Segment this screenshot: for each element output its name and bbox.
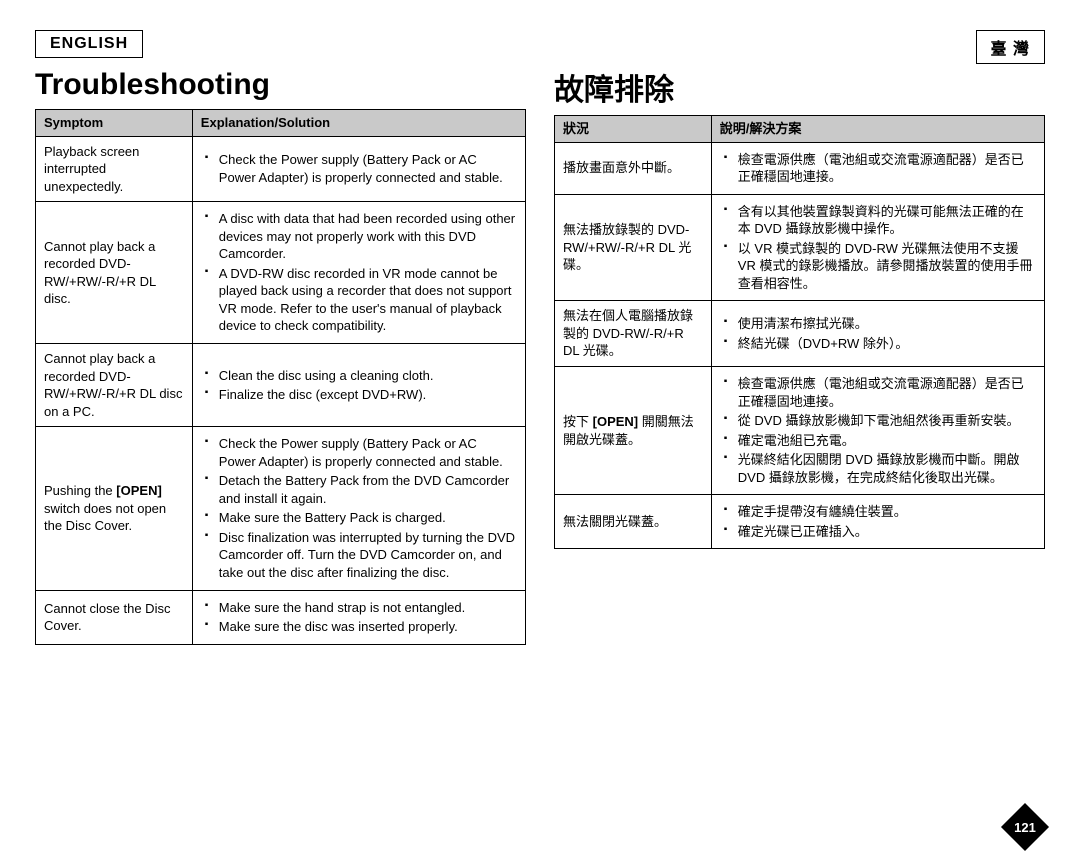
th-solution-tw: 說明/解決方案 [711, 116, 1044, 143]
symptom-cell: 播放畫面意外中斷。 [555, 142, 712, 194]
solution-item: Make sure the hand strap is not entangle… [201, 599, 517, 617]
solution-item: Check the Power supply (Battery Pack or … [201, 435, 517, 470]
section-title-en: Troubleshooting [35, 68, 526, 101]
troubleshooting-table-en: Symptom Explanation/Solution Playback sc… [35, 109, 526, 645]
solution-item: 檢查電源供應（電池組或交流電源適配器）是否已正確穩固地連接。 [720, 375, 1036, 410]
solution-item: 使用清潔布擦拭光碟。 [720, 315, 1036, 333]
table-row: 按下 [OPEN] 開關無法開啟光碟蓋。檢查電源供應（電池組或交流電源適配器）是… [555, 367, 1045, 495]
th-symptom-tw: 狀況 [555, 116, 712, 143]
symptom-cell: Cannot close the Disc Cover. [36, 590, 193, 644]
solution-cell: 確定手提帶沒有纏繞住裝置。確定光碟已正確插入。 [711, 495, 1044, 549]
lang-tab-tw: 臺 灣 [976, 30, 1045, 64]
solution-item: 以 VR 模式錄製的 DVD-RW 光碟無法使用不支援 VR 模式的錄影機播放。… [720, 240, 1036, 293]
solution-item: 確定手提帶沒有纏繞住裝置。 [720, 503, 1036, 521]
solution-item: Disc finalization was interrupted by tur… [201, 529, 517, 582]
th-symptom-en: Symptom [36, 110, 193, 137]
solution-item: A DVD-RW disc recorded in VR mode cannot… [201, 265, 517, 335]
page-number: 121 [1008, 810, 1042, 844]
right-column: 臺 灣 故障排除 狀況 說明/解決方案 播放畫面意外中斷。檢查電源供應（電池組或… [554, 30, 1045, 645]
symptom-cell: 無法在個人電腦播放錄製的 DVD-RW/-R/+R DL 光碟。 [555, 301, 712, 367]
symptom-cell: Pushing the [OPEN] switch does not open … [36, 427, 193, 590]
table-row: 無法播放錄製的 DVD-RW/+RW/-R/+R DL 光碟。含有以其他裝置錄製… [555, 194, 1045, 301]
solution-item: Finalize the disc (except DVD+RW). [201, 386, 517, 404]
solution-item: 從 DVD 攝錄放影機卸下電池組然後再重新安裝。 [720, 412, 1036, 430]
symptom-cell: Playback screen interrupted unexpectedly… [36, 136, 193, 202]
th-solution-en: Explanation/Solution [192, 110, 525, 137]
solution-cell: Make sure the hand strap is not entangle… [192, 590, 525, 644]
solution-item: 確定光碟已正確插入。 [720, 523, 1036, 541]
symptom-cell: 按下 [OPEN] 開關無法開啟光碟蓋。 [555, 367, 712, 495]
solution-item: 終結光碟（DVD+RW 除外）。 [720, 335, 1036, 353]
table-row: Cannot play back a recorded DVD-RW/+RW/-… [36, 344, 526, 427]
lang-tab-english: ENGLISH [35, 30, 143, 58]
symptom-cell: 無法播放錄製的 DVD-RW/+RW/-R/+R DL 光碟。 [555, 194, 712, 301]
table-row: Pushing the [OPEN] switch does not open … [36, 427, 526, 590]
table-row: Playback screen interrupted unexpectedly… [36, 136, 526, 202]
solution-cell: 使用清潔布擦拭光碟。終結光碟（DVD+RW 除外）。 [711, 301, 1044, 367]
section-title-tw: 故障排除 [554, 74, 1045, 107]
solution-cell: 檢查電源供應（電池組或交流電源適配器）是否已正確穩固地連接。 [711, 142, 1044, 194]
table-row: Cannot close the Disc Cover. Make sure th… [36, 590, 526, 644]
page-number-badge: 121 [1008, 810, 1042, 844]
solution-cell: 含有以其他裝置錄製資料的光碟可能無法正確的在本 DVD 攝錄放影機中操作。以 V… [711, 194, 1044, 301]
solution-cell: Check the Power supply (Battery Pack or … [192, 427, 525, 590]
solution-item: 檢查電源供應（電池組或交流電源適配器）是否已正確穩固地連接。 [720, 151, 1036, 186]
symptom-cell: Cannot play back a recorded DVD-RW/+RW/-… [36, 344, 193, 427]
solution-item: Detach the Battery Pack from the DVD Cam… [201, 472, 517, 507]
table-row: 無法在個人電腦播放錄製的 DVD-RW/-R/+R DL 光碟。使用清潔布擦拭光… [555, 301, 1045, 367]
solution-cell: 檢查電源供應（電池組或交流電源適配器）是否已正確穩固地連接。從 DVD 攝錄放影… [711, 367, 1044, 495]
solution-item: 光碟終結化因關閉 DVD 攝錄放影機而中斷。開啟 DVD 攝錄放影機，在完成終結… [720, 451, 1036, 486]
solution-item: 含有以其他裝置錄製資料的光碟可能無法正確的在本 DVD 攝錄放影機中操作。 [720, 203, 1036, 238]
symptom-cell: Cannot play back a recorded DVD-RW/+RW/-… [36, 202, 193, 344]
solution-cell: Check the Power supply (Battery Pack or … [192, 136, 525, 202]
solution-item: A disc with data that had been recorded … [201, 210, 517, 263]
left-column: ENGLISH Troubleshooting Symptom Explanat… [35, 30, 526, 645]
solution-item: Check the Power supply (Battery Pack or … [201, 151, 517, 186]
solution-item: 確定電池組已充電。 [720, 432, 1036, 450]
solution-item: Clean the disc using a cleaning cloth. [201, 367, 517, 385]
table-row: Cannot play back a recorded DVD-RW/+RW/-… [36, 202, 526, 344]
solution-cell: A disc with data that had been recorded … [192, 202, 525, 344]
table-row: 無法關閉光碟蓋。確定手提帶沒有纏繞住裝置。確定光碟已正確插入。 [555, 495, 1045, 549]
solution-item: Make sure the disc was inserted properly… [201, 618, 517, 636]
solution-cell: Clean the disc using a cleaning cloth.Fi… [192, 344, 525, 427]
symptom-cell: 無法關閉光碟蓋。 [555, 495, 712, 549]
solution-item: Make sure the Battery Pack is charged. [201, 509, 517, 527]
table-row: 播放畫面意外中斷。檢查電源供應（電池組或交流電源適配器）是否已正確穩固地連接。 [555, 142, 1045, 194]
troubleshooting-table-tw: 狀況 說明/解決方案 播放畫面意外中斷。檢查電源供應（電池組或交流電源適配器）是… [554, 115, 1045, 549]
